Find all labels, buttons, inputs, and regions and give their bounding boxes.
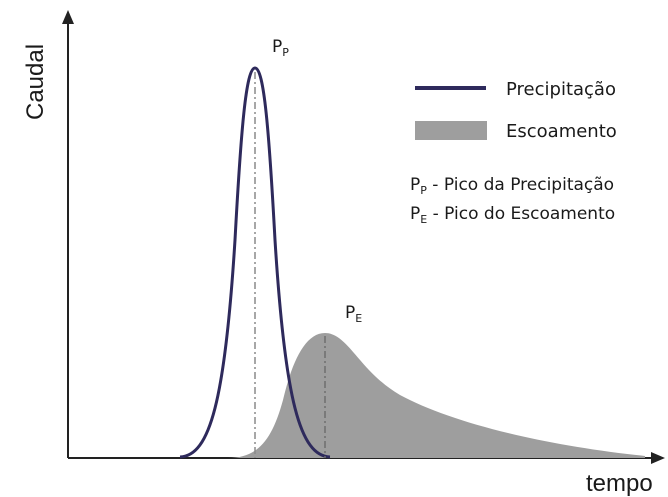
note-precip-peak: PP - Pico da Precipitação	[410, 175, 614, 197]
y-axis-title: Caudal	[22, 44, 49, 120]
precipitation-curve-line	[179, 66, 331, 459]
legend-runoff-label: Escoamento	[506, 121, 617, 142]
x-axis-title: tempo	[586, 470, 653, 497]
legend-precip-label: Precipitação	[506, 79, 616, 100]
precip-peak-label-main: P	[272, 37, 282, 57]
precip-peak-label: PP	[272, 37, 289, 59]
runoff-peak-label-sub: E	[355, 312, 362, 325]
legend: Precipitação Escoamento	[415, 79, 617, 142]
y-axis-arrowhead	[62, 10, 74, 24]
note-runoff-peak: PE - Pico do Escoamento	[410, 204, 615, 226]
runoff-peak-label: PE	[345, 303, 362, 325]
runoff-peak-label-main: P	[345, 303, 355, 323]
legend-runoff-swatch	[415, 121, 487, 140]
runoff-curve-area	[228, 333, 645, 458]
notes: PP - Pico da Precipitação PE - Pico do E…	[410, 175, 615, 226]
x-axis-arrowhead	[651, 452, 665, 464]
precip-peak-label-sub: P	[282, 46, 289, 59]
